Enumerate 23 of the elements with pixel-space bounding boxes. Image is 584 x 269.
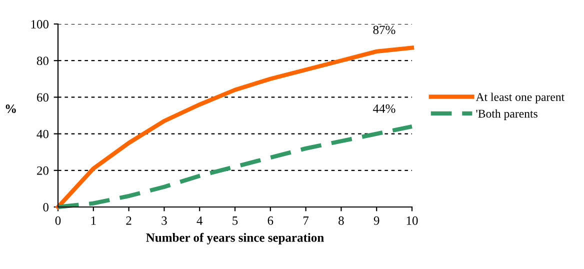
legend-label: At least one parent	[476, 92, 565, 104]
x-tick-label: 1	[91, 216, 96, 225]
x-tick-label: 5	[232, 216, 238, 225]
x-tick-label: 8	[338, 216, 344, 225]
y-axis-title: %	[6, 104, 16, 113]
x-tick-label: 9	[374, 216, 380, 225]
x-axis-title: Number of years since separation	[146, 232, 324, 244]
y-tick-label: 0	[43, 203, 48, 212]
annotation: 87%	[373, 26, 396, 34]
annotation: 44%	[373, 104, 396, 113]
x-tick-label: 2	[126, 216, 132, 225]
x-tick-label: 10	[406, 216, 418, 225]
y-tick-label: 100	[31, 20, 48, 28]
y-tick-label: 60	[37, 93, 48, 102]
y-tick-label: 80	[36, 56, 48, 66]
x-tick-label: 4	[196, 216, 203, 225]
x-tick-label: 7	[304, 216, 309, 225]
legend-label: 'Both parents	[476, 109, 538, 120]
y-tick-label: 20	[37, 166, 48, 175]
x-tick-label: 6	[268, 216, 274, 225]
y-tick-label: 40	[36, 130, 48, 138]
x-tick-label: 3	[162, 216, 167, 225]
x-tick-label: 0	[55, 216, 61, 225]
